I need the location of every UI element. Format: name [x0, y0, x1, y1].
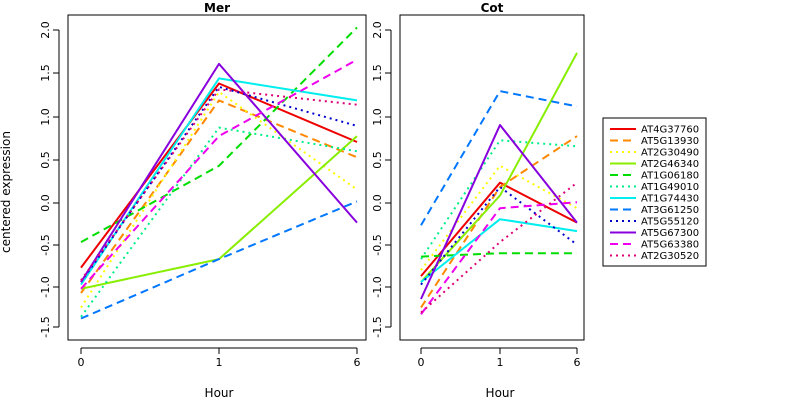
series-line-at4g37760 [420, 181, 578, 277]
panel-mer: Mer -1.5 -1.0 -0.5 0.0 0.5 1.0 1.5 2.0 0 1 6 Hour [39, 1, 367, 400]
series-line-at1g74430 [420, 218, 578, 283]
x-tick-label: 1 [497, 356, 504, 369]
y-tick-label: 2.0 [371, 21, 384, 39]
series-line-at2g30490 [80, 90, 358, 309]
series-line-at1g06180 [420, 252, 577, 258]
panel-title: Mer [204, 1, 230, 15]
panels-layer: Mer-1.5-1.0-0.50.00.51.01.52.00 1 6HourCot… [39, 1, 585, 400]
series-line-at1g49010 [80, 126, 358, 318]
x-tick-label: 6 [354, 356, 361, 369]
series-line-at5g67300 [80, 62, 358, 283]
series-line-at5g63380 [420, 201, 578, 315]
series-line-at5g13930 [420, 135, 578, 309]
x-tick-label: 0 [418, 356, 425, 369]
legend: AT4G37760AT5G13930AT2G30490AT2G46340AT1G… [602, 117, 707, 267]
series-line-at5g55120 [420, 186, 578, 286]
y-tick-label: -0.5 [39, 234, 52, 255]
legend-label: AT2G30520 [641, 251, 699, 262]
series-line-at5g63380 [80, 58, 358, 290]
series-line-at5g55120 [80, 85, 358, 283]
series-line-at4g37760 [80, 82, 358, 269]
legend-frame [602, 117, 707, 267]
legend-label: AT1G06180 [641, 171, 699, 182]
y-tick-label: 0.5 [39, 151, 52, 169]
legend-label: AT1G74430 [641, 194, 699, 205]
legend-label: AT5G67300 [641, 228, 699, 239]
x-tick-label: 0 [78, 356, 85, 369]
y-tick-label: -1.5 [371, 316, 384, 337]
series-line-at3g61250 [80, 200, 358, 320]
plot-frame [399, 14, 585, 341]
plot-frame [67, 14, 367, 341]
y-tick-label: -1.0 [39, 276, 52, 297]
x-axis-label: Hour [486, 386, 515, 400]
x-axis-label: Hour [205, 386, 234, 400]
series-line-at2g46340 [420, 52, 578, 283]
legend-label: AT5G13930 [641, 136, 699, 147]
series-group [80, 26, 358, 320]
legend-label: AT1G49010 [641, 182, 699, 193]
series-line-at5g13930 [80, 99, 358, 294]
legend-label: AT3G61250 [641, 205, 699, 216]
legend-label: AT2G30490 [641, 148, 699, 159]
y-tick-label: -1.0 [371, 276, 384, 297]
legend-label: AT4G37760 [641, 125, 699, 136]
y-tick-label: -1.5 [39, 316, 52, 337]
panel-cot: Cot -1.5 -1.0 -0.5 0.0 0.5 1.0 1.5 2.0 0 1 6 Hour [371, 1, 585, 400]
series-line-at1g06180 [80, 26, 358, 243]
series-group [420, 52, 578, 315]
series-line-at2g30520 [80, 88, 358, 281]
y-tick-label: 0.5 [371, 151, 384, 169]
series-line-at1g74430 [80, 77, 358, 286]
legend-label: AT5G55120 [641, 217, 699, 228]
y-tick-label: 1.0 [39, 108, 52, 126]
y-tick-label: 2.0 [39, 21, 52, 39]
y-tick-label: 1.5 [371, 64, 384, 82]
series-line-at5g67300 [420, 124, 578, 300]
y-tick-label: 0.0 [39, 194, 52, 212]
y-tick-label: -0.5 [371, 234, 384, 255]
y-tick-label: 1.5 [39, 64, 52, 82]
series-line-at2g30490 [420, 164, 578, 271]
y-axis-label: centered expression [0, 131, 13, 253]
y-tick-label: 0.0 [371, 194, 384, 212]
legend-label: AT2G46340 [641, 159, 699, 170]
legend-label: AT5G63380 [641, 240, 699, 251]
x-tick-label: 1 [216, 356, 223, 369]
x-tick-label: 6 [574, 356, 581, 369]
panel-title: Cot [481, 1, 504, 15]
y-tick-label: 1.0 [371, 108, 384, 126]
